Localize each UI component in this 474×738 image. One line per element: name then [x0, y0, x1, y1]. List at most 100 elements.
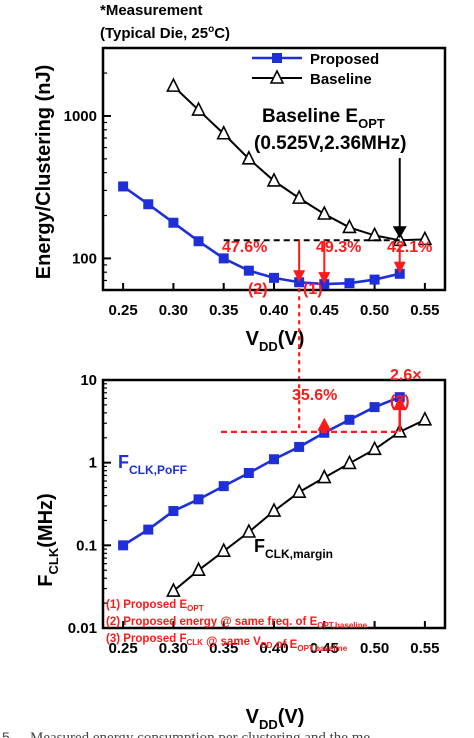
legend-baseline-label: Baseline — [310, 71, 372, 88]
energy-point-square — [269, 272, 279, 283]
fclk-xtick-label: 0.35 — [209, 640, 238, 657]
energy-point-square — [344, 278, 355, 289]
figure-caption: Measured energy consumption per clusteri… — [30, 730, 370, 738]
energy-annotations: 47.6% 49.3% 42.1% (2) (1) — [222, 158, 432, 432]
pct-47-label: 47.6% — [222, 239, 267, 256]
energy-point-triangle — [241, 150, 257, 165]
fclk-point-triangle — [417, 411, 433, 426]
fclk-point-square — [344, 414, 355, 425]
fclk-notes: (1) Proposed EOPT (2) Proposed energy @ s… — [106, 599, 368, 653]
energy-y-label: Energy/Clustering (nJ) — [33, 65, 55, 279]
note-2: (2) Proposed energy @ same freq. of EOPT… — [106, 616, 368, 630]
fclk-point-triangle — [342, 454, 357, 470]
fclk-x-label: VDD(V) — [246, 706, 305, 732]
legend-proposed-label: Proposed — [310, 51, 379, 68]
fclk-xtick-label: 0.50 — [360, 640, 389, 657]
conditions-label: (Typical Die, 25oC) — [100, 24, 230, 42]
pct-35-label: 35.6% — [292, 387, 337, 404]
fclk-ytick-label: 0.01 — [68, 620, 97, 637]
fclk-point-triangle — [291, 483, 307, 498]
fclk-y-label: FCLK(MHz) — [35, 493, 61, 586]
arrow-42-head — [393, 261, 406, 274]
note-3: (3) Proposed FCLK @ same VDD of EOPT,bas… — [106, 633, 348, 653]
fclk-point-square — [294, 441, 305, 452]
fclk-ytick-label: 0.1 — [76, 537, 97, 554]
fclk-point-square — [168, 506, 179, 517]
fclk-point-square — [218, 481, 229, 492]
energy-xtick-label: 0.45 — [310, 302, 339, 319]
arrow-35-head — [317, 417, 332, 431]
fclk-point-triangle — [191, 561, 206, 577]
baseline-eopt-title: Baseline EOPT — [262, 106, 385, 131]
fclk-chart: 0.25 0.30 0.35 0.40 0.45 0.50 0.55 0.01 0.1 1 10 F… — [35, 367, 447, 732]
energy-ytick-label: 1000 — [64, 108, 97, 125]
pct-42-label: 42.1% — [387, 239, 432, 256]
measurement-label: *Measurement — [100, 2, 203, 19]
energy-point-triangle — [417, 230, 433, 246]
fclk-point-square — [143, 524, 154, 535]
energy-point-triangle — [266, 172, 282, 187]
energy-xtick-label: 0.40 — [259, 302, 288, 319]
caption-prefix: 5 — [2, 729, 10, 738]
energy-point-triangle — [342, 218, 357, 234]
mark-1-label: (1) — [303, 281, 323, 298]
fclk-point-square — [269, 454, 279, 465]
energy-point-square — [193, 236, 204, 247]
fclk-xtick-label: 0.55 — [410, 640, 439, 657]
energy-chart: 0.25 0.30 0.35 0.40 0.45 0.50 0.55 100 1000 Ener… — [33, 46, 447, 432]
energy-point-square — [118, 181, 129, 192]
energy-point-square — [168, 217, 179, 228]
energy-xtick-label: 0.35 — [209, 302, 238, 319]
energy-xtick-label: 0.50 — [360, 302, 389, 319]
arrow-26-head — [392, 397, 407, 411]
baseline-eopt-coords: (0.525V,2.36MHz) — [254, 133, 406, 154]
fclk-ytick-label: 10 — [80, 372, 97, 389]
fclk-poff-label: FCLK,PoFF — [118, 452, 187, 477]
mult-label: 2.6× — [390, 367, 422, 384]
fclk-annotations: 35.6% 2.6× (3) — [221, 367, 422, 433]
pct-49-label: 49.3% — [316, 239, 361, 256]
fclk-margin-label: FCLK,margin — [254, 536, 333, 561]
energy-series — [118, 77, 433, 290]
fclk-xtick-label: 0.30 — [159, 640, 188, 657]
energy-xtick-label: 0.55 — [410, 302, 439, 319]
energy-point-triangle — [166, 77, 181, 92]
fclk-point-triangle — [266, 502, 282, 517]
energy-xtick-label: 0.30 — [159, 302, 188, 319]
fclk-point-triangle — [316, 468, 332, 484]
energy-ytick-label: 100 — [72, 250, 97, 267]
fclk-point-square — [118, 540, 129, 551]
energy-point-triangle — [291, 189, 307, 204]
eopt-arrow-head — [392, 226, 407, 239]
fclk-ytick-label: 1 — [89, 455, 97, 472]
fclk-ticks: 0.25 0.30 0.35 0.40 0.45 0.50 0.55 0.01 0.1 1 10 — [68, 372, 440, 657]
energy-point-triangle — [191, 101, 206, 116]
fclk-xtick-label: 0.25 — [109, 640, 138, 657]
fclk-xtick-label: 0.40 — [259, 640, 288, 657]
fclk-point-square — [369, 402, 380, 413]
arrow-49-head — [318, 272, 331, 285]
energy-point-triangle — [216, 124, 232, 140]
fclk-point-square — [193, 494, 204, 505]
arrow-47-head — [293, 270, 306, 283]
mark-2-label: (2) — [248, 281, 268, 298]
fclk-point-triangle — [241, 523, 257, 538]
fclk-point-square — [243, 467, 254, 478]
fclk-point-triangle — [166, 582, 181, 597]
energy-point-square — [143, 199, 154, 210]
energy-xtick-label: 0.25 — [109, 302, 138, 319]
legend-baseline-marker — [269, 69, 285, 84]
energy-legend: Proposed Baseline — [252, 51, 379, 88]
fclk-point-triangle — [367, 440, 382, 456]
energy-point-square — [243, 265, 254, 276]
legend-proposed-marker — [272, 53, 282, 63]
energy-series-0-line — [122, 185, 401, 286]
energy-point-square — [369, 274, 380, 285]
energy-x-label: VDD(V) — [246, 328, 305, 354]
energy-point-triangle — [316, 205, 332, 220]
fclk-point-triangle — [216, 542, 232, 557]
fclk-xtick-label: 0.45 — [310, 640, 339, 657]
note-1: (1) Proposed EOPT — [106, 599, 204, 613]
fclk-series — [118, 392, 433, 597]
